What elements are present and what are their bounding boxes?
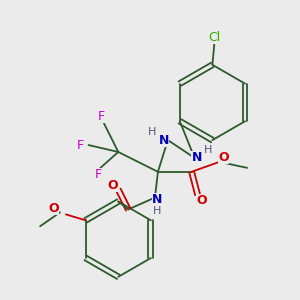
Text: O: O: [107, 179, 118, 192]
Text: N: N: [191, 152, 202, 164]
Text: H: H: [204, 145, 213, 155]
Text: F: F: [98, 110, 105, 123]
Text: F: F: [95, 168, 102, 181]
Text: H: H: [148, 127, 156, 137]
Text: F: F: [77, 139, 84, 152]
Text: N: N: [159, 134, 169, 147]
Text: N: N: [152, 193, 162, 206]
Text: O: O: [196, 194, 207, 207]
Text: O: O: [49, 202, 59, 215]
Text: O: O: [218, 152, 229, 164]
Text: Cl: Cl: [208, 31, 220, 44]
Text: H: H: [153, 206, 161, 216]
